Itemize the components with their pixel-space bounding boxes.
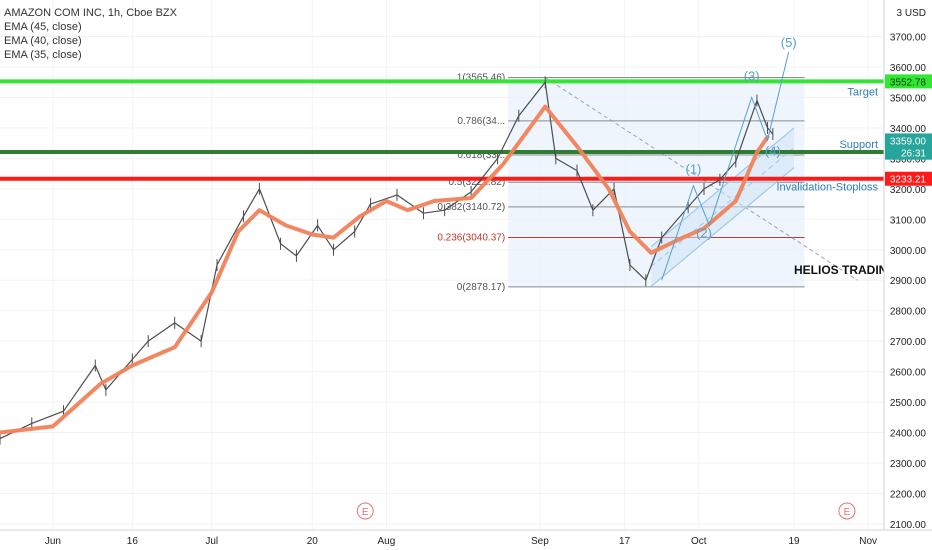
price-tick-label: 2900.00 [890,276,927,287]
earnings-marker[interactable] [838,502,856,520]
price-tick-label: 2400.00 [890,429,927,440]
chart-header: AMAZON COM INC, 1h, Cboe BZX EMA (45, cl… [4,7,178,61]
earnings-marker[interactable] [356,502,374,520]
fib-level-label: 0.236(3040.37) [437,232,505,243]
time-tick-label: 19 [788,536,800,547]
last-price-badge-text: 3359.00 [890,136,927,147]
indicator-ema-45[interactable]: EMA (45, close) [4,21,82,33]
fib-level-label: 0.5(3221.82) [448,177,505,188]
price-tick-label: 2500.00 [890,398,927,409]
price-tick-label: 3500.00 [890,93,927,104]
price-channel[interactable] [650,127,795,287]
price-tick-label: 2100.00 [890,520,927,531]
currency-label: 3 USD [897,8,926,19]
wave-label: (4) [765,143,781,158]
price-axis[interactable]: 3 USD 2100.00 2200.00 2300.00 2400.00 2500.00… [883,0,932,550]
price-tick-label: 3600.00 [890,63,927,74]
price-axis-bg [884,0,932,550]
channel-upper-line [650,127,795,248]
earnings-marker-label: E [362,507,369,518]
price-tick-label: 3300.00 [890,154,927,165]
wave-label: (1) [685,162,701,177]
support-label: Support [839,139,878,151]
watermark-text: HELIOS TRADING [794,263,897,277]
time-axis-bg [0,530,932,550]
time-tick-label: Nov [859,536,877,547]
wave-label: (5) [781,35,797,50]
horizontal-levels[interactable] [0,79,884,181]
price-tick-label: 2800.00 [890,307,927,318]
price-tick-label: 3100.00 [890,215,927,226]
time-tick-label: Aug [378,536,396,547]
price-tick-label: 2700.00 [890,337,927,348]
indicator-ema-35[interactable]: EMA (35, close) [4,49,82,61]
price-tick-label: 2200.00 [890,489,927,500]
price-tick-label: 3200.00 [890,185,927,196]
level-price-badge [885,74,932,89]
time-tick-label: Jun [45,536,61,547]
channel-mid-line [650,147,795,267]
fib-level-label: 0.618(33... [457,150,505,161]
time-tick-label: 20 [307,536,319,547]
time-tick-label: 16 [127,536,139,547]
time-tick-label: Jul [205,536,218,547]
wave-label: (3) [744,69,760,84]
price-tick-label: 3700.00 [890,33,927,44]
ema-line [0,104,770,435]
target-label: Target [847,86,878,98]
time-axis[interactable]: E E Jun 16 Jul 20 Aug Sep 17 Oct 19 Nov [0,502,932,550]
last-price-badge [885,133,932,148]
price-tick-label: 2600.00 [890,368,927,379]
fib-level-label: 0.382(3140.72) [437,202,505,213]
stoploss-label: Invalidation-Stoploss [776,182,878,194]
fib-level-label: 0.786(34... [457,116,505,127]
time-tick-label: 17 [619,536,631,547]
fib-level-label: 0(2878.17) [457,282,505,293]
indicator-ema-40[interactable]: EMA (40, close) [4,35,82,47]
wave-label: (2) [696,226,712,241]
level-price-badge [885,171,932,186]
price-tick-label: 2300.00 [890,459,927,470]
fib-trend-line [544,77,858,281]
last-price-badge [885,145,932,160]
level-price-badge-text: 3552.78 [890,77,927,88]
fib-level-label: 1(3565.46) [457,73,505,84]
time-tick-label: Oct [691,536,707,547]
ema-series [0,104,770,435]
time-tick-label: Sep [531,536,549,547]
price-tick-label: 3000.00 [890,246,927,257]
level-price-badge-text: 3233.21 [890,175,927,186]
earnings-marker-label: E [844,507,851,518]
channel-lower-line [650,167,795,287]
wave-path [661,51,790,281]
price-tick-label: 3400.00 [890,124,927,135]
last-price-badge-text: 26:31 [901,149,926,160]
price-series [0,76,774,445]
symbol-title: AMAZON COM INC, 1h, Cboe BZX [4,7,178,19]
elliott-wave-labels: (1) (2) (3) (4) (5) [661,35,797,281]
annotations: Target Support Invalidation-Stoploss HELIOS… [776,86,896,277]
